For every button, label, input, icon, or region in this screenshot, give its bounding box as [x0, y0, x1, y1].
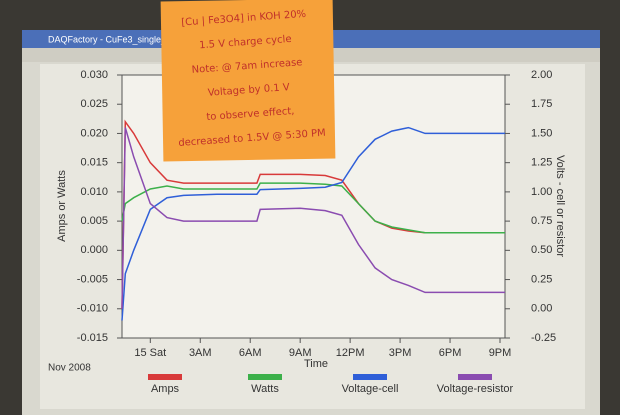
x-tick-label: 12PM	[336, 347, 365, 359]
legend-swatch	[353, 374, 387, 380]
x-axis-label: Time	[304, 358, 328, 370]
y2-tick-label: 1.75	[531, 98, 552, 110]
y-tick-label: 0.010	[80, 186, 108, 198]
date-label: Nov 2008	[48, 363, 91, 374]
x-tick-label: 9AM	[289, 347, 312, 359]
y-axis-label: Amps or Watts	[56, 170, 68, 242]
y2-tick-label: 2.00	[531, 69, 552, 81]
y2-tick-label: 0.25	[531, 273, 552, 285]
y2-tick-label: -0.25	[531, 332, 556, 344]
legend-label: Voltage-cell	[342, 383, 399, 395]
series-line	[121, 182, 505, 234]
legend-label: Voltage-resistor	[437, 383, 514, 395]
y2-tick-label: 1.50	[531, 127, 552, 139]
legend-swatch	[248, 374, 282, 380]
x-tick-label: 6AM	[239, 347, 262, 359]
y2-tick-label: 1.25	[531, 157, 552, 169]
y2-tick-label: 0.00	[531, 303, 552, 315]
x-tick-label: 3PM	[389, 347, 412, 359]
legend-swatch	[458, 374, 492, 380]
y-tick-label: 0.025	[80, 98, 108, 110]
y-tick-label: 0.030	[80, 69, 108, 81]
y-tick-label: -0.015	[77, 332, 108, 344]
series-line	[121, 126, 505, 321]
x-tick-label: 6PM	[439, 347, 462, 359]
y-tick-label: 0.020	[80, 127, 108, 139]
series-line	[121, 127, 505, 309]
y2-tick-label: 0.75	[531, 215, 552, 227]
sticky-note: [Cu | Fe3O4] in KOH 20%1.5 V charge cycl…	[160, 0, 336, 162]
y-tick-label: 0.005	[80, 215, 108, 227]
x-tick-label: 9PM	[489, 347, 512, 359]
y-tick-label: -0.010	[77, 303, 108, 315]
window-title: DAQFactory - CuFe3_single_cell	[48, 34, 180, 44]
y2-tick-label: 1.00	[531, 186, 552, 198]
y-tick-label: 0.000	[80, 244, 108, 256]
x-tick-label: 15 Sat	[134, 347, 166, 359]
note-paper	[160, 0, 336, 162]
y2-tick-label: 0.50	[531, 244, 552, 256]
y2-axis-label: Volts - cell or resistor	[554, 155, 566, 257]
x-tick-label: 3AM	[189, 347, 212, 359]
legend-label: Amps	[151, 383, 180, 395]
y-tick-label: -0.005	[77, 273, 108, 285]
series-line	[121, 119, 505, 309]
y-tick-label: 0.015	[80, 157, 108, 169]
legend-label: Watts	[251, 383, 279, 395]
legend-swatch	[148, 374, 182, 380]
